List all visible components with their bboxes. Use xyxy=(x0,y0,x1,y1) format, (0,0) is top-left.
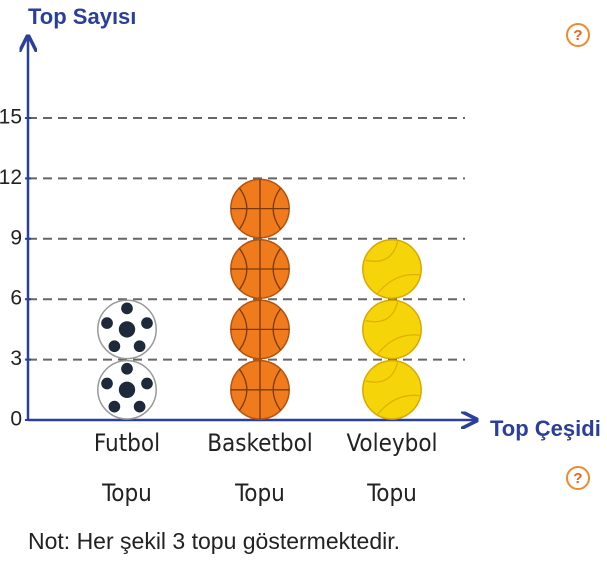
x-tick-label: Voleybol Topu xyxy=(332,418,452,518)
svg-text:?: ? xyxy=(573,27,582,44)
y-tick-label: 9 xyxy=(10,226,22,249)
y-tick-label: 3 xyxy=(10,347,22,370)
x-axis-title: Top Çeşidi xyxy=(490,416,601,441)
y-tick-label: 0 xyxy=(10,408,22,431)
y-tick-label: 12 xyxy=(0,166,22,189)
svg-text:?: ? xyxy=(573,470,582,487)
page: Top Sayısı Top Çeşidi ? ? 0 3 6 9 12 15 Not: … xyxy=(0,0,607,565)
note: Not: Her şekil 3 topu göstermektedir. xyxy=(28,528,400,555)
x-tick-label: Futbol Topu xyxy=(67,418,187,518)
y-tick-label: 6 xyxy=(10,287,22,310)
pictograph-column xyxy=(363,240,421,419)
help-icon[interactable]: ? xyxy=(567,467,589,489)
x-tick-label: Basketbol Topu xyxy=(200,418,320,518)
help-icon[interactable]: ? xyxy=(567,24,589,46)
y-axis-title: Top Sayısı xyxy=(28,4,136,29)
y-tick-label: 15 xyxy=(0,106,22,129)
